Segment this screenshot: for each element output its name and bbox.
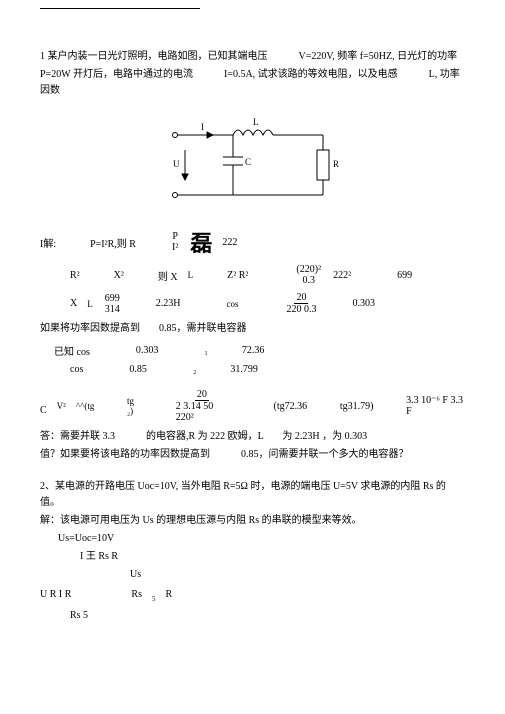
circuit-label-I: I (201, 122, 204, 132)
s2-a: R² (70, 270, 80, 281)
sol-line4: 如果将功率因数提高到 0.85，需并联电容器 (40, 321, 465, 337)
p1-l1b: V=220V, 频率 f=50HZ, 日光灯的功率 (299, 51, 458, 62)
circuit-diagram: I L U C R (163, 115, 343, 210)
s2-f: 699 (397, 270, 412, 281)
circuit-label-L: L (253, 117, 259, 127)
p1-l1a: 1 某户内装一日光灯照明，电路如图，已知其端电压 (40, 51, 268, 62)
circuit-label-R: R (333, 159, 339, 169)
s3-d: cos (226, 299, 238, 309)
p2-line4: I 王 Rs R (80, 549, 465, 565)
answer-line1: 答：需要并联 3.3 的电容器,R 为 222 欧姆，L 为 2.23H ，为 … (40, 429, 465, 445)
document-page: 1 某户内装一日光灯照明，电路如图，已知其端电压 V=220V, 频率 f=50… (0, 0, 505, 714)
s3-a: X (70, 298, 77, 309)
p1-l2a: P=20W 开灯后，电路中通过的电流 (40, 69, 193, 80)
s3-fracL: 699 314 (103, 293, 122, 315)
p2-line5: Us (130, 567, 465, 583)
p1-line1: 1 某户内装一日光灯照明，电路如图，已知其端电压 V=220V, 频率 f=50… (40, 49, 465, 65)
s7-frac: 20 2 3.14 50 220² (174, 389, 230, 423)
s2-b: X² (114, 270, 124, 281)
sol-line5: 已知 cos 0.303 ₁ 72.36 (54, 343, 465, 358)
p1-l2b: I=0.5A, 试求该路的等效电阻，以及电感 (224, 69, 398, 80)
sol-line1: I解: P=I²R,则 R P I² 磊 222 (40, 226, 465, 258)
s2-frac: (220)² 0.3 (294, 264, 323, 286)
answer-line2: 值？如果要将该电路的功率因数提高到 0.85，问需要并联一个多大的电容器？ (40, 447, 465, 463)
s2-c: 则 X (158, 268, 178, 283)
top-rule (40, 8, 200, 9)
p2-line7: Rs 5 (70, 608, 465, 624)
lei-icon: 磊 (190, 226, 212, 258)
s1-a: I解: (40, 235, 56, 250)
sol-line7: C V² ^^(tg tg ₂) 20 2 3.14 50 220² (tg72… (40, 389, 465, 423)
s2-e: 222² (333, 270, 351, 281)
s3-f: 0.303 (352, 298, 375, 309)
sol-line3: XL 699 314 2.23H cos 20 220 0.3 0.303 (70, 292, 465, 315)
s3-fracR: 20 220 0.3 (284, 292, 318, 315)
p2-line1: 2、某电源的开路电压 Uoc=10V, 当外电阻 R=5Ω 时，电源的端电压 U… (40, 479, 465, 511)
sol-line2: R² X² 则 XL Z² R² (220)² 0.3 222² 699 (70, 264, 465, 286)
s1-b: P=I²R,则 R (90, 235, 136, 250)
p1-line2: P=20W 开灯后，电路中通过的电流 I=0.5A, 试求该路的等效电阻，以及电… (40, 67, 465, 99)
sol-line6: cos 0.85 ₂ 31.799 (70, 364, 465, 375)
s2-d: Z² R² (227, 270, 248, 281)
circuit-label-C: C (245, 157, 251, 167)
p2-line3: Us=Uoc=10V (58, 531, 465, 547)
s3-c: 2.23H (156, 298, 181, 309)
s1-frac: P I² (170, 231, 180, 253)
circuit-label-U: U (173, 159, 180, 169)
s1-val: 222 (222, 237, 237, 248)
p2-line2: 解：该电源可用电压为 Us 的理想电压源与内阻 Rs 的串联的模型来等效。 (40, 513, 465, 529)
p2-line6: U R I R Rs 5 R (40, 589, 465, 600)
